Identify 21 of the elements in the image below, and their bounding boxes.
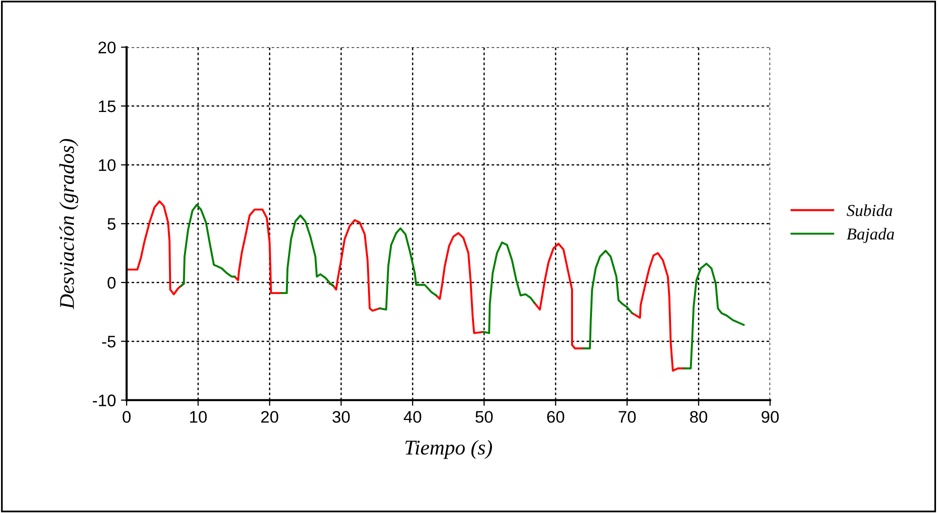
x-tick-label: 30 xyxy=(332,410,350,423)
y-tick-label: 5 xyxy=(108,218,116,230)
x-tick-label: 0 xyxy=(122,410,131,423)
x-tick-label: 90 xyxy=(762,410,779,423)
legend-label: Bajada xyxy=(846,228,894,244)
x-tick-label: 10 xyxy=(190,410,207,423)
x-tick-label: 60 xyxy=(547,410,564,423)
y-tick-label: -10 xyxy=(92,394,116,406)
x-tick-label: 80 xyxy=(690,410,708,423)
y-tick-label: 20 xyxy=(98,42,116,54)
x-tick-label: 40 xyxy=(404,410,422,423)
legend-label: Subida xyxy=(846,204,892,216)
y-tick-label: 0 xyxy=(108,276,116,289)
y-axis-title: Desviación (grados) xyxy=(59,138,78,310)
y-tick-label: -5 xyxy=(102,336,116,348)
y-tick-label: 15 xyxy=(98,100,116,112)
x-tick-label: 70 xyxy=(618,410,636,423)
x-axis-title: Tiempo (s) xyxy=(405,440,492,459)
x-tick-label: 50 xyxy=(476,410,493,423)
x-tick-label: 20 xyxy=(261,410,278,423)
y-tick-label: 10 xyxy=(98,159,116,172)
